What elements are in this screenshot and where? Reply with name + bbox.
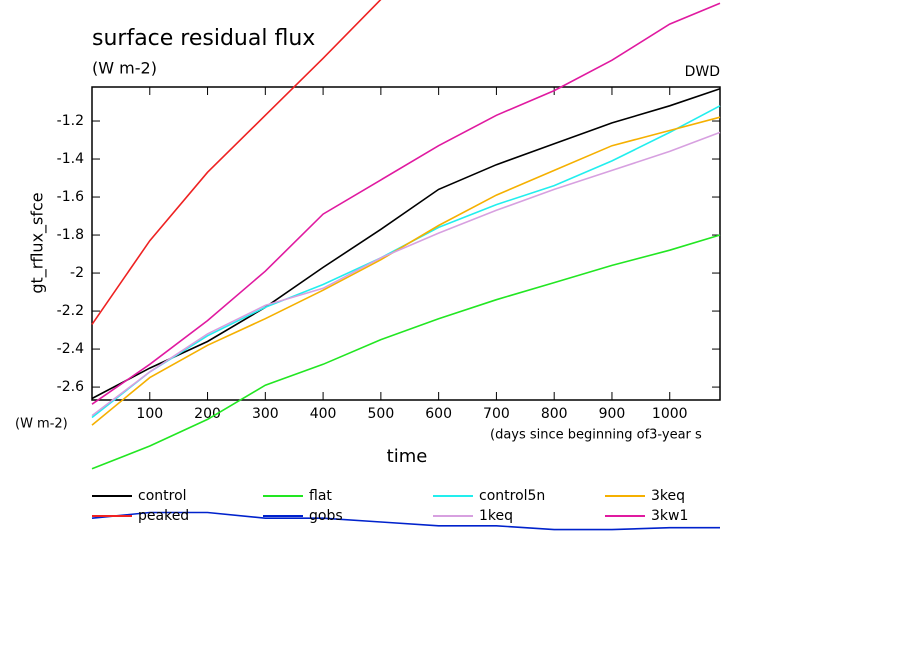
y-tick-label: -2.2	[57, 303, 84, 319]
x-tick-label: 1000	[652, 406, 688, 422]
x-axis-label: time	[387, 446, 428, 467]
y-tick-label: -1.6	[57, 189, 84, 205]
legend-label: 3kw1	[651, 508, 688, 524]
x-tick-label: 900	[599, 406, 626, 422]
x-tick-label: 800	[541, 406, 568, 422]
series-line	[91, 2, 721, 405]
series-line	[91, 116, 721, 426]
y-tick-label: -2.6	[57, 379, 84, 395]
chart-subtitle: (W m-2)	[92, 59, 157, 78]
x-tick-label: 600	[425, 406, 452, 422]
plot-frame	[91, 86, 721, 401]
series-line	[91, 511, 720, 531]
x-tick-label: 700	[483, 406, 510, 422]
y-tick-label: -1.2	[57, 113, 84, 129]
y-tick-label: -1.4	[57, 151, 84, 167]
x-tick-label: 500	[368, 406, 395, 422]
legend-label: flat	[309, 488, 332, 504]
source-label: DWD	[685, 64, 720, 80]
x-tick-label: 200	[194, 406, 221, 422]
legend-label: gobs	[309, 508, 343, 524]
y-tick-label: -2.4	[57, 341, 84, 357]
legend-label: control	[138, 488, 187, 504]
x-tick-label: 400	[310, 406, 337, 422]
y-tick-label: -1.8	[57, 227, 84, 243]
legend-label: control5n	[479, 488, 545, 504]
x-tick-label: 100	[136, 406, 163, 422]
y-axis-label: gt_rflux_sfce	[28, 192, 48, 293]
y-tick-label: -2	[70, 265, 84, 281]
x-tick-label: 300	[252, 406, 279, 422]
legend-label: peaked	[138, 508, 189, 524]
series-line	[91, 234, 721, 470]
series-line	[91, 87, 721, 400]
chart-title: surface residual flux	[92, 26, 315, 51]
legend-label: 1keq	[479, 508, 513, 524]
series-line	[91, 0, 382, 325]
legend-label: 3keq	[651, 488, 685, 504]
x-units-note: (days since beginning of3-year s	[490, 428, 702, 443]
y-units-note: (W m-2)	[15, 417, 68, 432]
series-line	[91, 131, 721, 417]
